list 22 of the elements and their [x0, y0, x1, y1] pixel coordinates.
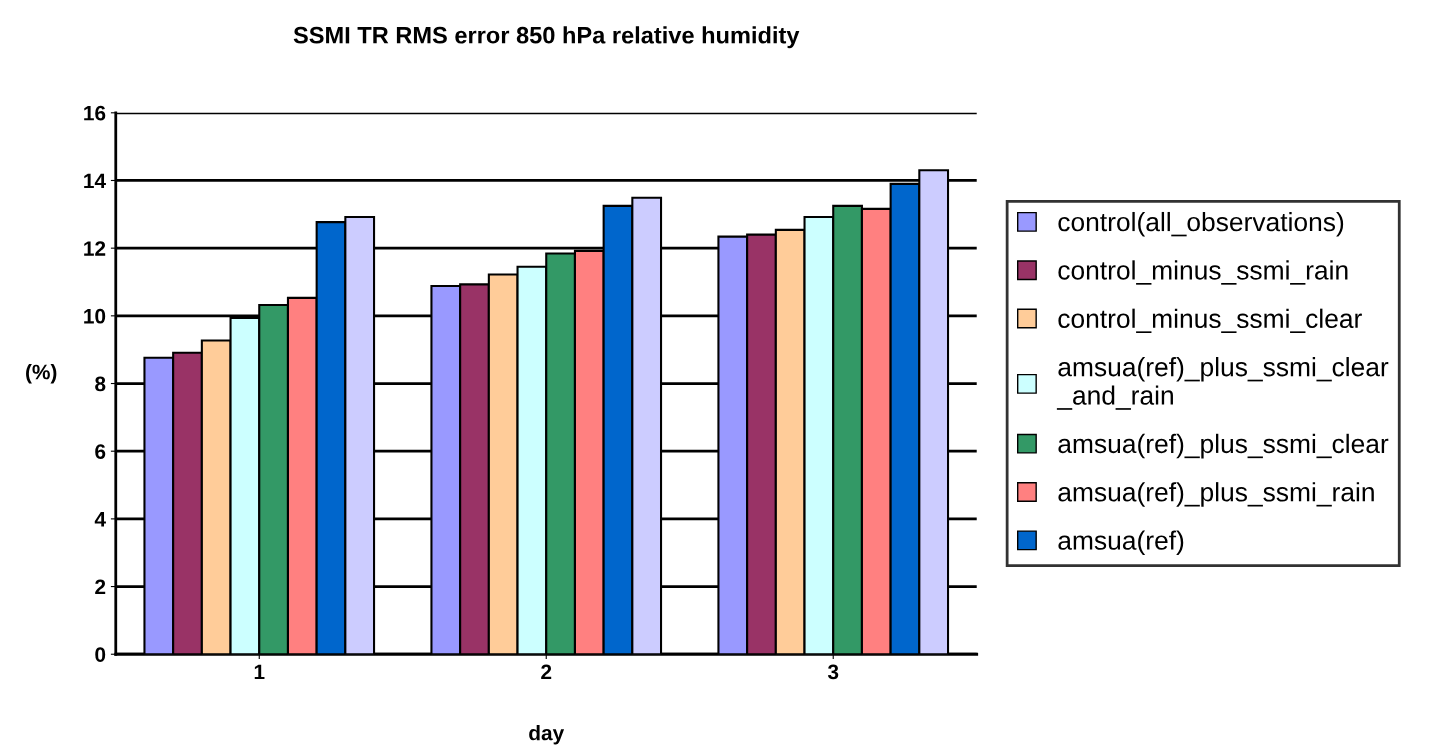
- y-tick-label: 16: [84, 105, 106, 121]
- legend-label: control(all_observations): [1058, 211, 1344, 237]
- legend-label: amsua(ref)_plus_ssmi_clear _and_rain: [1056, 357, 1389, 410]
- legend-label: amsua(ref): [1058, 530, 1184, 556]
- legend-label: amsua(ref)_plus_ssmi_clear: [1058, 433, 1389, 459]
- x-tick-label: 1: [254, 664, 265, 680]
- legend-label: control_minus_ssmi_clear: [1058, 308, 1362, 334]
- y-tick-label: 14: [84, 173, 106, 189]
- y-tick-label: 10: [84, 308, 106, 324]
- y-axis-title: (%): [26, 364, 57, 384]
- legend-label: control_minus_ssmi_rain: [1058, 260, 1348, 285]
- y-tick-label: 2: [95, 579, 106, 595]
- y-tick-label: 6: [95, 444, 106, 459]
- y-tick-label: 4: [94, 512, 106, 527]
- chart-title: SSMI TR RMS error 850 hPa relative humidity: [293, 26, 800, 49]
- legend-label: amsua(ref)_plus_ssmi_rain: [1058, 482, 1374, 507]
- x-axis-title: day: [529, 725, 565, 745]
- x-tick-label: 3: [827, 664, 839, 680]
- y-tick-label: 8: [95, 376, 106, 392]
- y-tick-label: 12: [84, 241, 106, 256]
- y-tick-label: 0: [95, 647, 106, 662]
- x-tick-label: 2: [541, 664, 552, 680]
